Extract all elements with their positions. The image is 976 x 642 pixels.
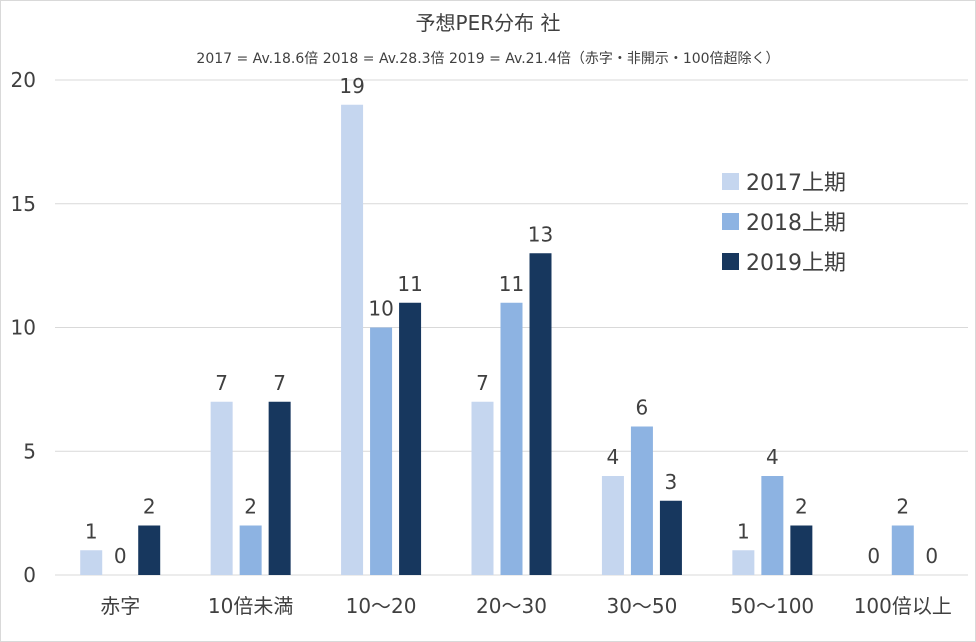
data-label: 2	[795, 495, 808, 519]
data-label: 4	[766, 445, 779, 469]
bar	[138, 525, 161, 575]
y-tick-label: 0	[23, 563, 36, 587]
data-label: 1	[85, 519, 98, 543]
legend-swatch	[722, 253, 739, 270]
bar	[399, 302, 422, 575]
bar	[80, 550, 103, 575]
bar	[239, 525, 262, 575]
bar	[790, 525, 813, 575]
category-label: 20～30	[476, 594, 547, 618]
category-label: 30～50	[606, 594, 677, 618]
category-label: 10～20	[346, 594, 417, 618]
bar	[891, 525, 914, 575]
y-tick-label: 5	[23, 439, 36, 463]
data-label: 11	[397, 272, 422, 296]
data-label: 10	[368, 297, 393, 321]
x-axis-categories: 赤字 10倍未満 10～20 20～30 30～50 50～100 100倍以上	[100, 594, 952, 618]
legend-label: 2018上期	[746, 211, 846, 236]
data-label: 6	[636, 396, 649, 420]
bar	[732, 550, 755, 575]
category-label: 赤字	[100, 594, 140, 618]
bar	[370, 327, 393, 575]
data-label: 7	[273, 371, 286, 395]
legend-swatch	[722, 173, 739, 190]
legend-label: 2017上期	[746, 171, 846, 196]
y-tick-label: 20	[11, 68, 36, 92]
category-label: 100倍以上	[854, 594, 952, 618]
bar	[529, 253, 552, 575]
chart-subtitle: 2017 = Av.18.6倍 2018 = Av.28.3倍 2019 = A…	[196, 51, 779, 67]
data-label: 2	[143, 495, 156, 519]
data-label: 7	[476, 371, 489, 395]
data-label: 1	[737, 519, 750, 543]
y-tick-label: 15	[11, 192, 36, 216]
data-label: 13	[528, 222, 553, 246]
y-axis-ticks: 0 5 10 15 20	[11, 68, 36, 587]
bar	[210, 401, 233, 575]
bar	[341, 104, 364, 575]
data-label: 0	[114, 544, 127, 568]
data-label: 0	[925, 544, 938, 568]
data-label: 7	[215, 371, 228, 395]
y-tick-label: 10	[11, 316, 36, 340]
data-label: 19	[339, 74, 364, 98]
category-label: 10倍未満	[208, 594, 293, 618]
data-label: 0	[867, 544, 880, 568]
data-label: 11	[499, 272, 524, 296]
data-label: 4	[607, 445, 620, 469]
bars	[80, 104, 914, 575]
bar	[659, 500, 682, 575]
legend: 2017上期 2018上期 2019上期	[722, 171, 846, 276]
bar	[500, 302, 523, 575]
bar	[630, 426, 653, 575]
data-label: 2	[244, 495, 257, 519]
legend-swatch	[722, 213, 739, 230]
bar	[601, 476, 624, 575]
data-label: 3	[665, 470, 678, 494]
chart-title: 予想PER分布 社	[416, 11, 561, 35]
bar	[761, 476, 784, 575]
category-label: 50～100	[731, 594, 815, 618]
data-label: 2	[896, 495, 909, 519]
bar	[471, 401, 494, 575]
bar	[268, 401, 291, 575]
legend-label: 2019上期	[746, 251, 846, 276]
